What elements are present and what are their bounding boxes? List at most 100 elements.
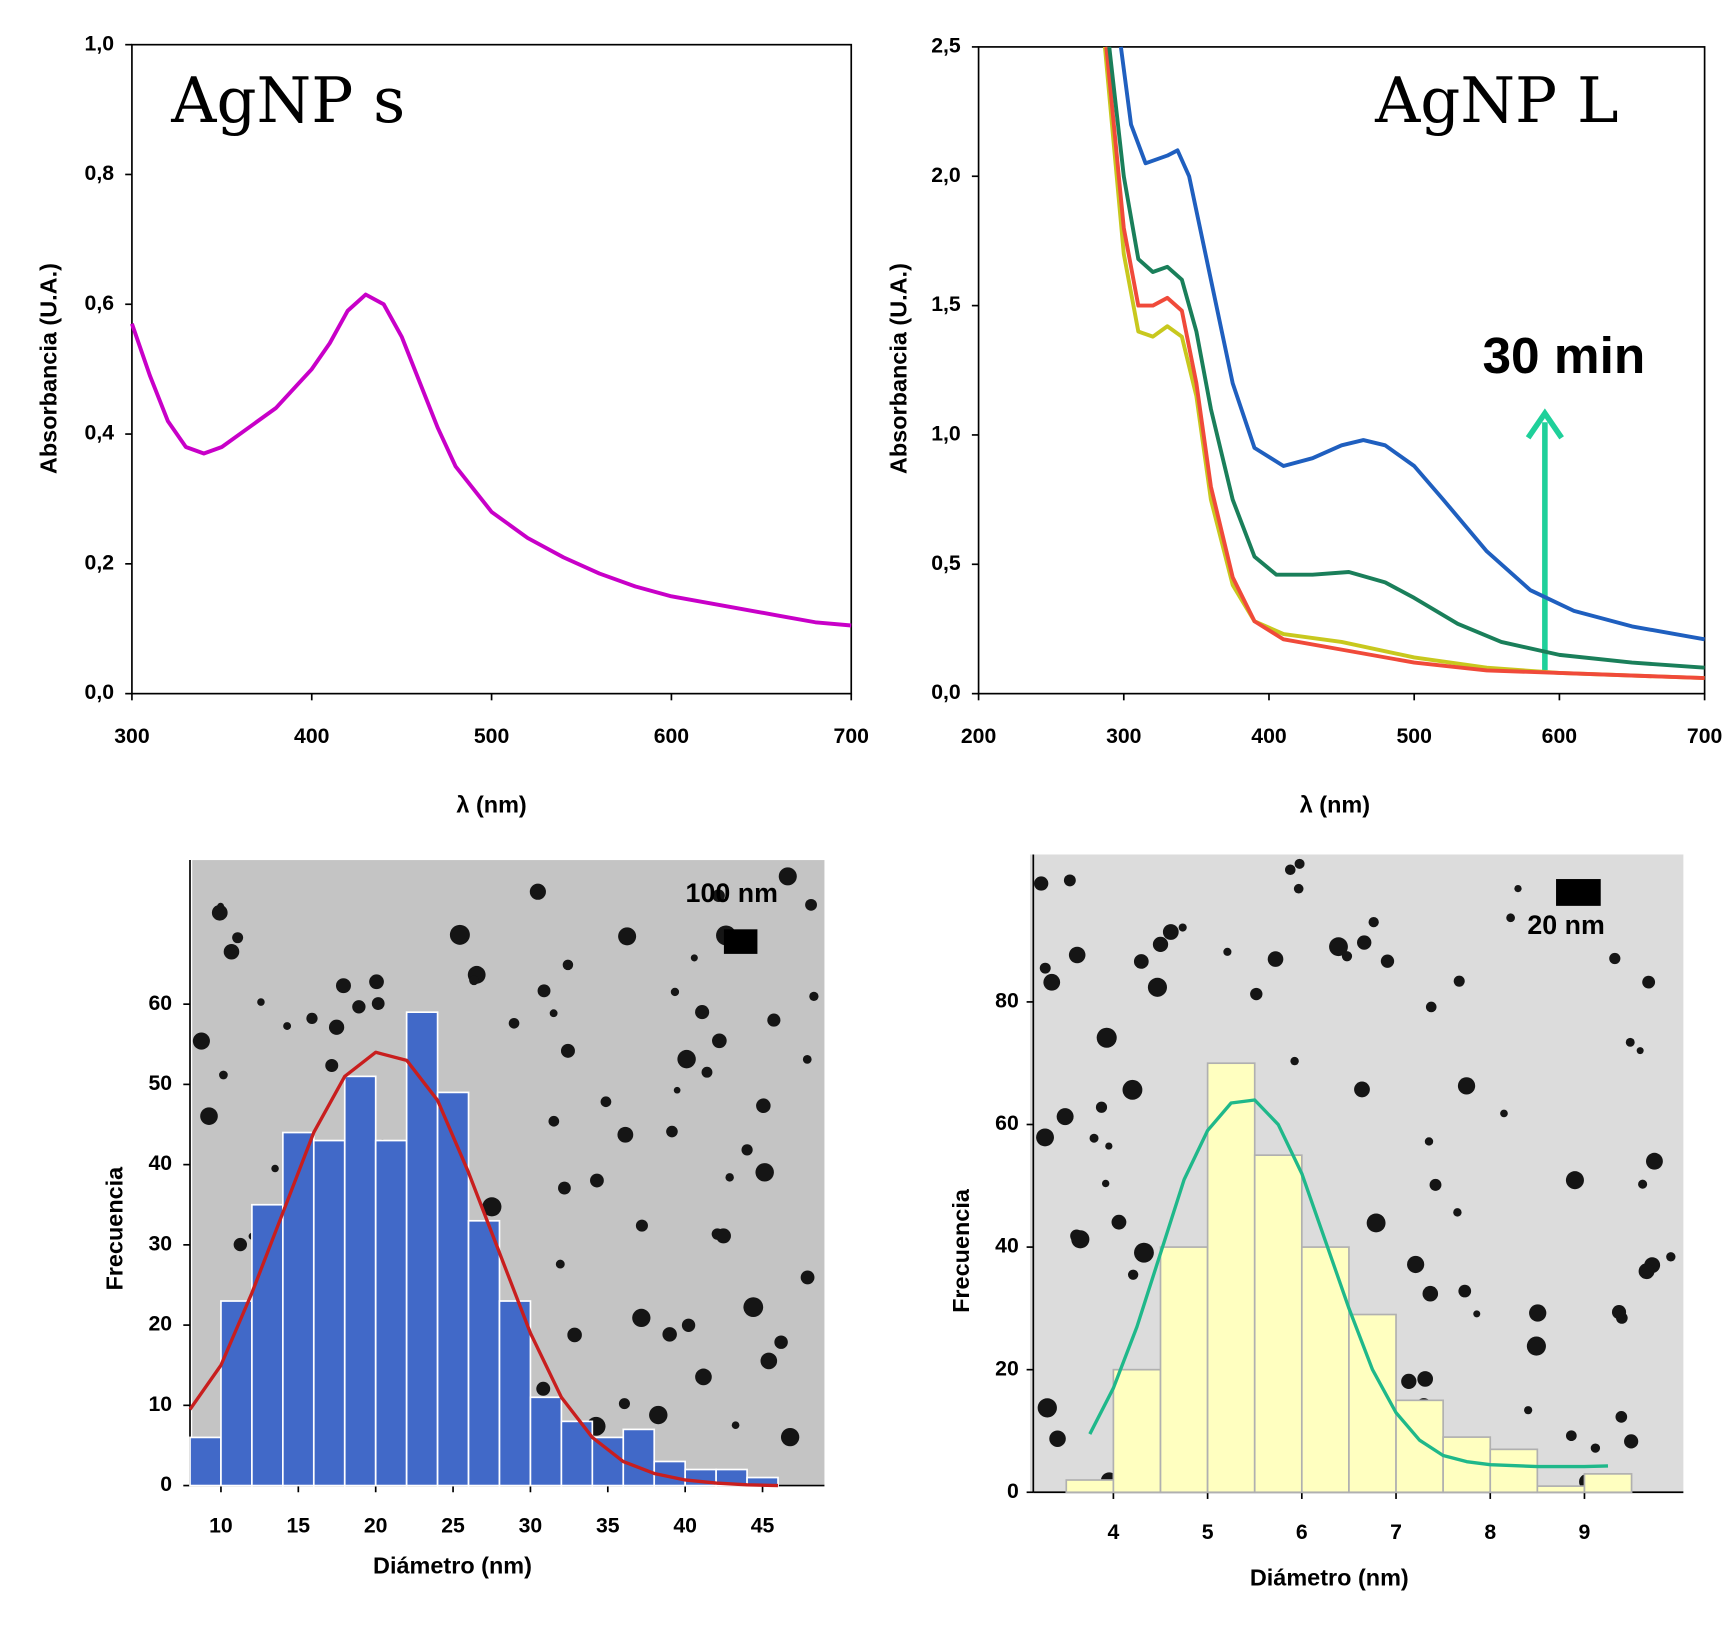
y-tick-label: 0,2 xyxy=(85,551,114,574)
x-axis-label: λ (nm) xyxy=(1300,792,1370,818)
particle xyxy=(1329,937,1348,957)
particle xyxy=(662,1327,677,1342)
particle xyxy=(1293,883,1304,894)
particle xyxy=(1638,1263,1655,1280)
particle xyxy=(257,998,265,1006)
x-tick-label: 45 xyxy=(751,1514,775,1537)
y-tick-label: 80 xyxy=(995,990,1019,1013)
particle xyxy=(690,954,698,962)
x-tick-label: 7 xyxy=(1390,1521,1402,1544)
particle xyxy=(1565,1171,1584,1190)
particle xyxy=(211,904,228,921)
histogram-bar xyxy=(498,1300,532,1487)
particle xyxy=(233,1237,247,1252)
histogram-bar xyxy=(1348,1313,1397,1494)
particle xyxy=(1178,923,1187,932)
particle xyxy=(1526,1336,1546,1356)
particle xyxy=(1147,977,1167,997)
particle xyxy=(774,1335,788,1349)
plot-frame xyxy=(977,46,1706,695)
x-tick-label: 10 xyxy=(209,1514,233,1537)
x-axis-label: Diámetro (nm) xyxy=(373,1552,532,1578)
particle xyxy=(1473,1310,1481,1318)
particle xyxy=(741,1144,753,1156)
histogram-bar xyxy=(189,1436,222,1487)
particle xyxy=(1368,916,1379,928)
particle xyxy=(760,1352,778,1370)
particle xyxy=(590,1173,604,1188)
spectrum-line xyxy=(1118,46,1705,642)
particle xyxy=(1638,1179,1648,1189)
panel-label: AgNP L xyxy=(1374,64,1618,137)
particle xyxy=(1380,954,1395,968)
particle xyxy=(219,1070,228,1080)
particle xyxy=(1529,1304,1547,1322)
histogram-bar xyxy=(1065,1479,1115,1494)
spectrum-line xyxy=(130,292,852,628)
x-tick-label: 8 xyxy=(1484,1521,1496,1544)
spectrum-line xyxy=(1104,46,1705,681)
particle xyxy=(1037,1398,1057,1418)
particle xyxy=(1122,1079,1143,1100)
particle xyxy=(712,889,725,902)
particle xyxy=(1453,975,1465,987)
particle xyxy=(1043,973,1061,991)
histogram-bar xyxy=(1159,1246,1209,1494)
y-tick-label: 60 xyxy=(149,992,173,1015)
particle xyxy=(712,1033,727,1049)
x-tick-label: 25 xyxy=(441,1514,465,1537)
particle xyxy=(1422,1285,1439,1302)
particle xyxy=(1453,1208,1462,1217)
particle xyxy=(1294,858,1305,869)
histogram-bar xyxy=(1206,1062,1256,1494)
y-tick-label: 0,6 xyxy=(85,292,115,315)
y-tick-label: 20 xyxy=(995,1357,1019,1380)
y-tick-label: 2,5 xyxy=(931,35,961,58)
particle xyxy=(1290,1056,1299,1066)
particle xyxy=(1096,1027,1117,1048)
particle xyxy=(809,991,819,1002)
histogram-bar xyxy=(591,1436,625,1487)
particle xyxy=(805,898,817,911)
y-axis-label: Frecuencia xyxy=(101,1166,127,1291)
particle xyxy=(1039,962,1051,974)
x-tick-label: 700 xyxy=(1687,725,1722,748)
particle xyxy=(1615,1411,1628,1423)
particle xyxy=(469,975,479,986)
histogram-bar xyxy=(1536,1485,1586,1494)
y-tick-label: 50 xyxy=(149,1072,173,1095)
particle xyxy=(1366,1213,1386,1233)
particle xyxy=(600,1096,612,1108)
particle xyxy=(1417,1371,1433,1387)
particle xyxy=(1068,946,1086,964)
particle xyxy=(449,924,470,945)
particle xyxy=(743,1297,764,1318)
histogram-bar xyxy=(251,1203,284,1487)
particle xyxy=(1095,1101,1108,1113)
y-tick-label: 1,0 xyxy=(931,423,961,446)
particle xyxy=(632,1308,651,1328)
scale-bar xyxy=(723,929,758,954)
y-tick-label: 10 xyxy=(149,1393,173,1416)
histogram-bar xyxy=(343,1075,377,1487)
particle xyxy=(1624,1434,1639,1449)
particle xyxy=(649,1405,668,1425)
y-axis-label: Absorbancia (U.A.) xyxy=(886,263,912,474)
particle xyxy=(1625,1037,1635,1047)
particle xyxy=(1049,1430,1066,1447)
x-axis-label: λ (nm) xyxy=(456,792,526,818)
particle xyxy=(1063,874,1076,887)
particle xyxy=(537,984,551,998)
particle xyxy=(677,1049,696,1069)
particle xyxy=(192,1032,210,1050)
particle xyxy=(1636,1047,1644,1055)
particle xyxy=(778,867,797,886)
particle xyxy=(1250,987,1263,1001)
y-tick-label: 0,4 xyxy=(85,422,115,445)
particle xyxy=(1127,1269,1139,1280)
particle xyxy=(1034,876,1049,891)
x-tick-label: 35 xyxy=(596,1514,620,1537)
fit-curve xyxy=(1088,1098,1609,1469)
y-tick-label: 2,0 xyxy=(931,164,961,187)
